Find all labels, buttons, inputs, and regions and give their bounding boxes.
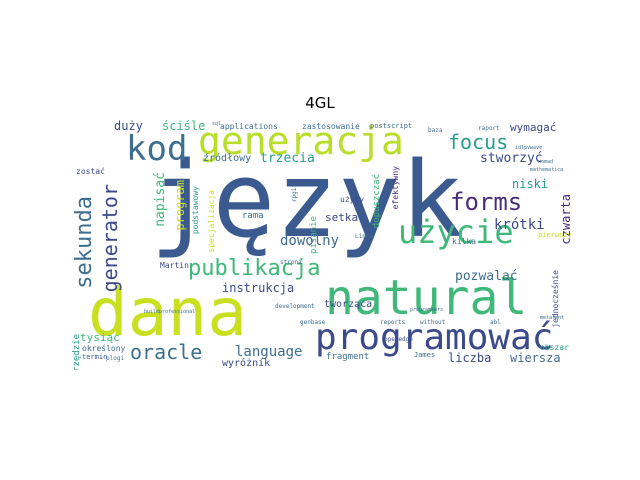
word: publikacja <box>188 256 321 281</box>
word: użycie <box>398 213 514 251</box>
word: instrukcja <box>222 281 295 295</box>
word: Martin <box>160 261 189 270</box>
chart-title: 4GL <box>305 94 335 112</box>
word: wymagać <box>510 121 557 134</box>
word: dopuszczać <box>372 174 382 229</box>
word: krótki <box>494 217 545 233</box>
word: wiersza <box>510 351 561 365</box>
word: James <box>414 351 436 359</box>
word: development <box>275 303 315 310</box>
word: sql <box>212 121 222 127</box>
word: zastosowanie <box>302 122 360 131</box>
word: specjalizacja <box>207 190 216 253</box>
word: dowolny <box>280 233 340 249</box>
word: openedge <box>384 336 413 343</box>
word: zostać <box>76 167 105 176</box>
word: efektywny <box>391 166 400 210</box>
word: focus <box>448 130 509 154</box>
word: plogi <box>106 355 125 362</box>
word: idlpvwave <box>515 145 543 151</box>
word: buildprofessional <box>144 309 196 315</box>
word: generacja <box>198 120 404 163</box>
word: language <box>235 344 303 360</box>
word: kod <box>126 129 188 169</box>
word: trzecia <box>260 151 315 166</box>
word: niski <box>512 177 549 191</box>
word: stworzyć <box>480 151 543 166</box>
word: Linca <box>355 233 374 240</box>
word: termin <box>82 353 108 361</box>
word: abl <box>490 319 501 326</box>
word: forms <box>450 188 523 216</box>
word: baza <box>428 127 443 134</box>
word: tysiąc <box>80 331 120 344</box>
word: pozwalać <box>455 269 518 284</box>
word: obszar <box>540 343 569 352</box>
word: pierwszy <box>538 231 572 239</box>
word: wyróżnik <box>222 358 271 369</box>
word: kilka <box>452 237 477 246</box>
word: nomad <box>538 159 554 165</box>
word: reports <box>380 319 406 326</box>
word: setka <box>325 211 359 224</box>
word: raport <box>478 125 500 132</box>
word: applications <box>220 122 278 131</box>
word: fragment <box>326 352 370 362</box>
word: język <box>150 139 464 261</box>
word: liczba <box>448 351 492 365</box>
word: natural <box>325 270 528 326</box>
word: programować <box>315 317 554 358</box>
word: użyty <box>340 195 365 204</box>
word: genbase <box>300 319 326 326</box>
word: metafont <box>540 315 565 321</box>
word: źródłowy <box>203 153 252 164</box>
word: strona <box>280 259 302 266</box>
word: generator <box>98 184 122 293</box>
word: oracle <box>130 340 203 364</box>
word: sekunda <box>72 196 97 289</box>
word: ściśle <box>162 120 206 133</box>
word: tworząca <box>324 299 373 310</box>
word: postscript <box>370 122 413 130</box>
word: napisać <box>153 172 168 227</box>
word: rpgii <box>291 184 298 203</box>
word: dana <box>88 274 247 351</box>
word: mathematica <box>530 167 564 173</box>
word: programmers <box>410 307 444 313</box>
word: określony <box>82 344 126 353</box>
word: duży <box>114 120 143 133</box>
word: podstawowy <box>191 186 200 235</box>
word: rama <box>242 211 264 221</box>
word: without <box>420 319 446 326</box>
word-cloud: język dana natural programować generacja… <box>70 120 575 370</box>
word: program <box>173 180 187 231</box>
